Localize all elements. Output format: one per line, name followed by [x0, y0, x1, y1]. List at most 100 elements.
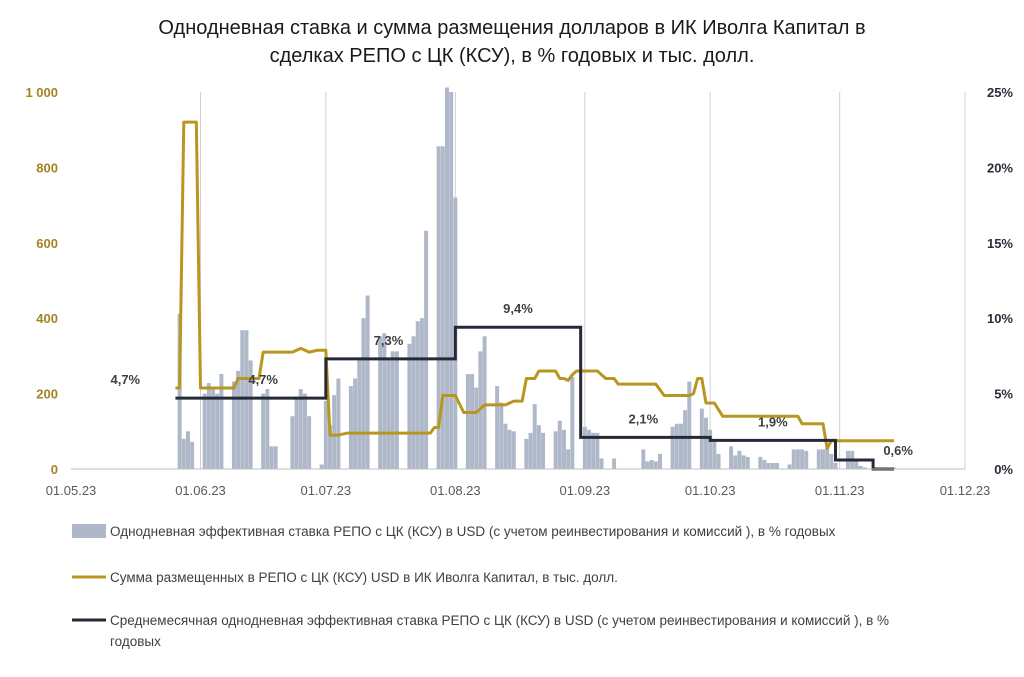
y-left-tick-label: 0 [51, 462, 58, 477]
rate-bar [582, 426, 587, 469]
x-tick-label: 01.09.23 [560, 483, 611, 498]
y-right-tick-label: 15% [987, 236, 1013, 251]
data-labels: 4,7% 4,7% 7,3% 9,4% 2,1% 1,9% 0,6% [110, 301, 913, 458]
avg-rate-data-label: 2,1% [629, 411, 659, 426]
rate-bar [415, 321, 420, 469]
rate-bar [181, 438, 186, 469]
daily-rate-bars [177, 87, 896, 469]
x-tick-label: 01.07.23 [301, 483, 352, 498]
rate-bar [699, 408, 704, 469]
rate-bar [712, 441, 717, 469]
avg-rate-line [175, 325, 894, 471]
rate-bar [804, 450, 809, 469]
rate-bar [382, 333, 387, 469]
rate-bar [482, 336, 487, 469]
rate-bar [737, 450, 742, 469]
rate-bar [348, 386, 353, 469]
rate-bar [424, 230, 429, 469]
legend-label-amount: Сумма размещенных в РЕПО с ЦК (КСУ) USD … [110, 570, 618, 585]
rate-bar [678, 423, 683, 469]
rate-bar [741, 455, 746, 469]
rate-bar [645, 461, 650, 469]
rate-bar [240, 330, 245, 469]
y-left-tick-label: 400 [36, 311, 58, 326]
y-right-tick-label: 0% [994, 462, 1013, 477]
rate-bar [800, 449, 805, 469]
rate-bar [704, 417, 708, 469]
avg-rate-data-label: 1,9% [758, 414, 788, 429]
rate-bar [386, 358, 391, 469]
rate-bar [390, 351, 395, 469]
legend-label-avg-rate: Среднемесячная однодневная эффективная с… [110, 613, 889, 628]
x-tick-label: 01.10.23 [685, 483, 736, 498]
rate-bar [729, 446, 734, 469]
rate-bar [612, 458, 617, 469]
rate-bar [332, 395, 337, 469]
rate-bar [361, 318, 366, 469]
rate-bar [336, 378, 341, 469]
rate-bar [561, 429, 566, 469]
rate-bar [206, 383, 211, 469]
rate-bar [524, 438, 529, 469]
rate-bar [407, 343, 412, 469]
legend-label-bars: Однодневная эффективная ставка РЕПО с ЦК… [110, 524, 836, 539]
x-tick-label: 01.11.23 [815, 483, 865, 498]
x-tick-label: 01.08.23 [430, 483, 481, 498]
rate-bar [687, 381, 692, 469]
rate-bar [211, 389, 216, 469]
rate-bar [219, 373, 224, 469]
rate-bar [595, 432, 600, 469]
rate-bar [236, 370, 241, 469]
rate-bar [273, 446, 278, 469]
y-right-tick-label: 20% [987, 160, 1013, 175]
y-left-tick-label: 200 [36, 387, 58, 402]
rate-bar [766, 462, 771, 469]
rate-bar [307, 416, 312, 469]
rate-bar [190, 441, 195, 469]
rate-bar [298, 389, 303, 469]
rate-bar [541, 432, 546, 469]
rate-bar [378, 336, 383, 469]
rate-bar [762, 459, 767, 469]
rate-bar [670, 426, 675, 469]
rate-bar [820, 449, 825, 469]
rate-bar [858, 465, 863, 469]
avg-rate-data-label: 4,7% [110, 372, 140, 387]
rate-bar [536, 425, 541, 469]
rate-bar [319, 464, 324, 469]
rate-bar [269, 446, 274, 469]
rate-bar [658, 453, 663, 469]
rate-bar [185, 431, 190, 469]
rate-bar [587, 429, 592, 469]
rate-bar [674, 423, 679, 469]
rate-bar [770, 462, 775, 469]
rate-bar [357, 357, 362, 469]
x-tick-label: 01.06.23 [175, 483, 226, 498]
rate-bar [653, 461, 658, 469]
chart-title: Однодневная ставка и сумма размещения до… [158, 17, 865, 67]
rate-bar [302, 393, 307, 469]
rate-bar [716, 453, 721, 469]
rate-bar [202, 393, 207, 469]
rate-bar [248, 360, 253, 469]
rate-bar [177, 313, 182, 469]
y-left-tick-label: 600 [36, 236, 58, 251]
rate-bar [440, 146, 445, 469]
rate-bar [470, 373, 475, 469]
rate-bar [499, 402, 504, 469]
rate-bar [795, 449, 800, 469]
y-right-tick-label: 5% [994, 387, 1013, 402]
legend-label-avg-rate-line-2: годовых [110, 634, 161, 649]
y-left-tick-label: 1 000 [25, 85, 58, 100]
rate-bar [449, 92, 454, 469]
rate-bar [553, 431, 558, 469]
axes: 0 200 400 600 800 1 000 0% 5% 10% 15% 20% 25% 01.05.… [25, 85, 1013, 498]
rate-bar [265, 389, 270, 469]
rate-bar [495, 386, 500, 469]
rate-bar [557, 420, 562, 469]
rate-bar [758, 456, 763, 469]
rate-bar [649, 459, 654, 469]
avg-rate-data-label: 7,3% [374, 333, 404, 348]
rate-bar [775, 462, 779, 469]
